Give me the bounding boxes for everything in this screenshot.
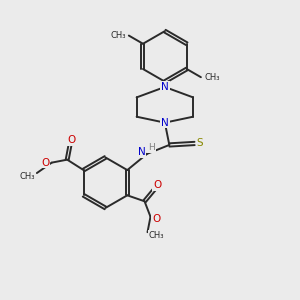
Text: N: N bbox=[161, 82, 169, 92]
Text: CH₃: CH₃ bbox=[149, 231, 164, 240]
Text: O: O bbox=[41, 158, 50, 168]
Text: H: H bbox=[148, 143, 155, 152]
Text: N: N bbox=[161, 118, 169, 128]
Text: CH₃: CH₃ bbox=[205, 73, 220, 82]
Text: CH₃: CH₃ bbox=[110, 31, 126, 40]
Text: O: O bbox=[152, 214, 160, 224]
Text: S: S bbox=[196, 139, 203, 148]
Text: N: N bbox=[138, 147, 146, 158]
Text: CH₃: CH₃ bbox=[20, 172, 35, 181]
Text: O: O bbox=[153, 180, 161, 190]
Text: O: O bbox=[68, 135, 76, 145]
